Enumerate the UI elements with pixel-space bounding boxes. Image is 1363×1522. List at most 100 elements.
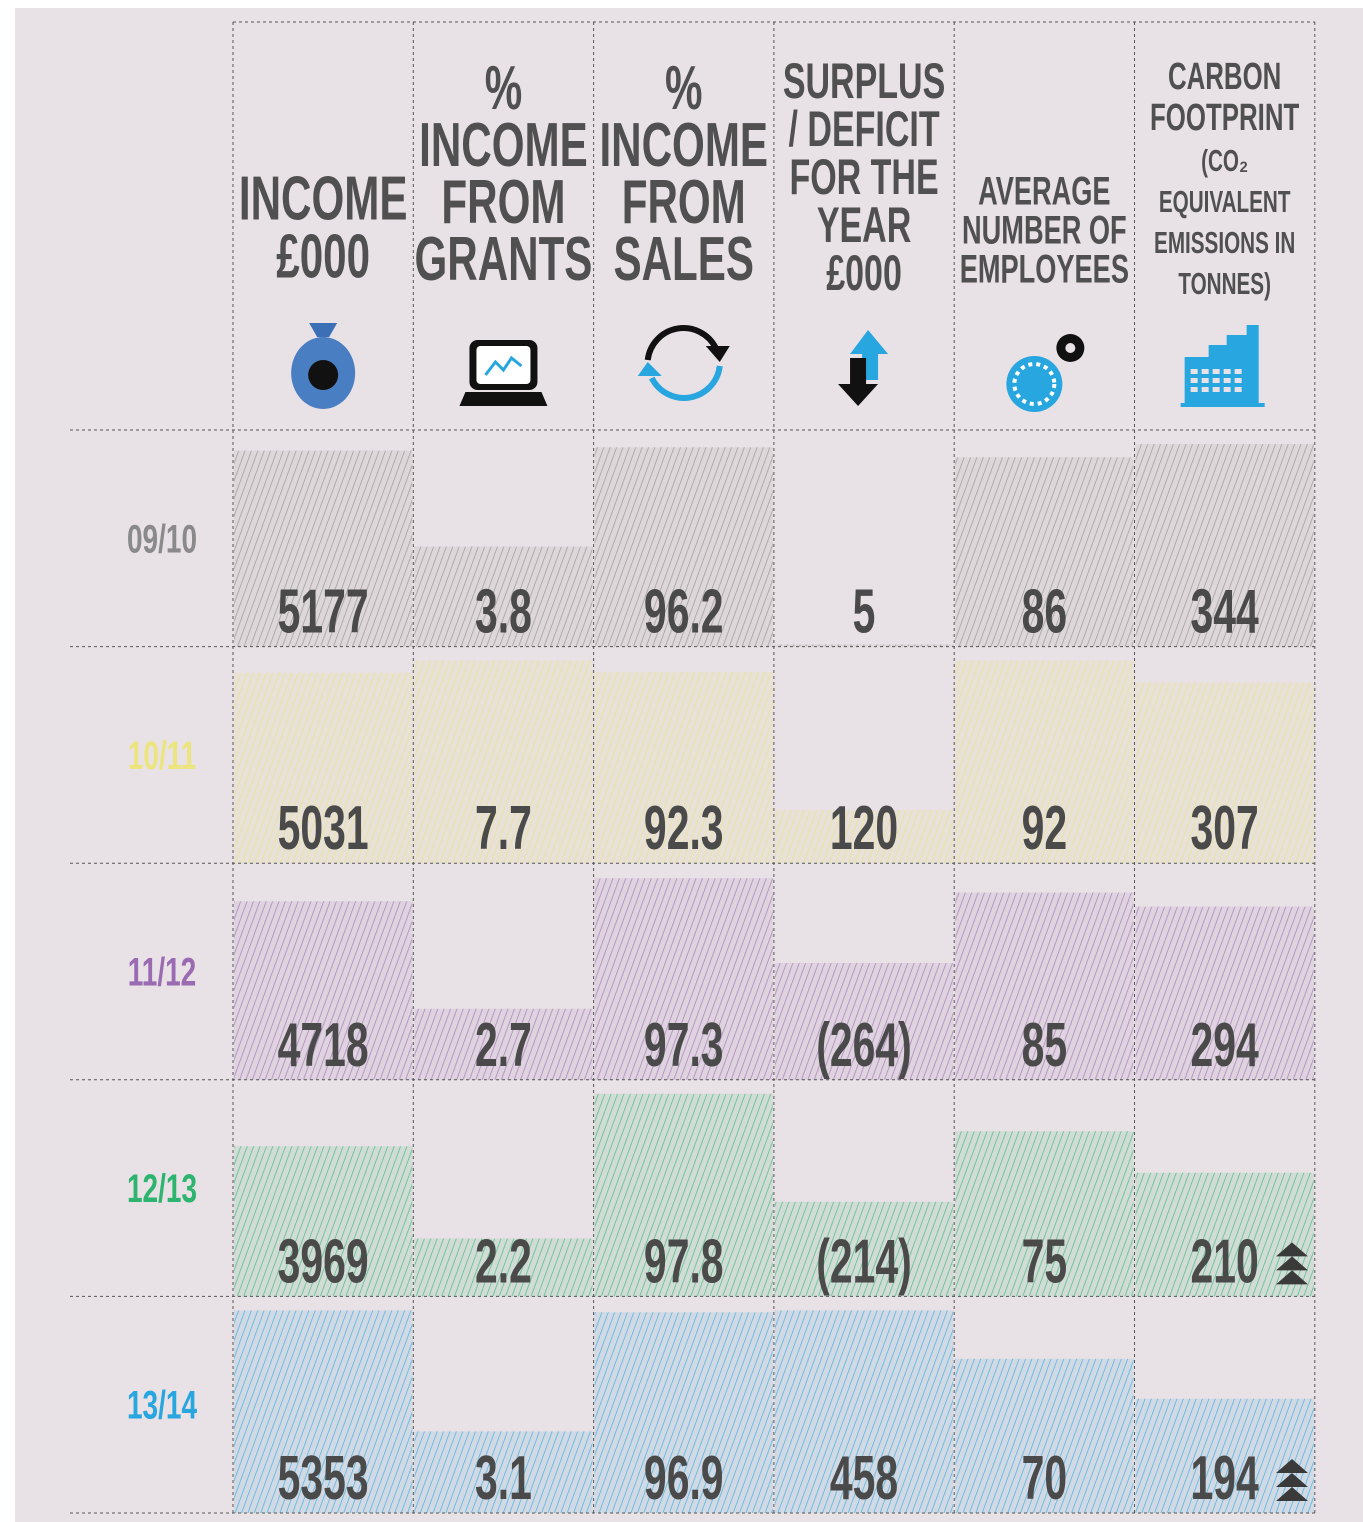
- column-header: FROM: [622, 168, 746, 237]
- icon-shape: [705, 346, 730, 362]
- row-label: 12/13: [127, 1167, 197, 1211]
- value-bar: [414, 1008, 593, 1080]
- cell-value: 7.7: [475, 794, 532, 864]
- cell-value: 5353: [278, 1444, 369, 1514]
- cell-value: 4718: [278, 1010, 369, 1080]
- value-bar: [955, 1131, 1134, 1297]
- icon-shape: [1276, 1256, 1308, 1271]
- column-header: AVERAGE: [978, 169, 1110, 213]
- value-bar: [594, 671, 773, 864]
- value-bar: [955, 892, 1134, 1080]
- cell-value: 86: [1022, 577, 1068, 647]
- icon-shape: [850, 330, 889, 380]
- icon-shape: [1276, 1473, 1308, 1487]
- cell-value: 344: [1191, 577, 1259, 647]
- cell-value: 294: [1191, 1010, 1259, 1080]
- column-header: FROM: [441, 168, 565, 237]
- icon-shape: [1234, 387, 1242, 392]
- value-bar: [414, 1238, 593, 1297]
- column-header: EMPLOYEES: [960, 247, 1129, 291]
- icon-shape: [1006, 356, 1063, 412]
- value-bar: [955, 457, 1134, 647]
- cell-value: 458: [830, 1444, 898, 1514]
- column-header: TONNES): [1178, 266, 1271, 301]
- icon-shape: [637, 362, 662, 376]
- value-bar: [774, 1201, 954, 1297]
- column-header: £000: [276, 222, 370, 291]
- icon-shape: [1201, 369, 1209, 374]
- cell-value: 92: [1022, 794, 1068, 864]
- icon-cycle: [637, 325, 730, 401]
- cell-value: 5177: [278, 577, 369, 647]
- icon-shape: [1190, 378, 1198, 383]
- value-bar: [234, 1310, 413, 1513]
- value-bar: [1135, 906, 1314, 1080]
- row-label: 11/12: [128, 951, 197, 995]
- cell-value: 5031: [278, 794, 369, 864]
- icon-shape: [1190, 387, 1198, 392]
- cell-value: (214): [816, 1227, 912, 1297]
- cell-value: 194: [1191, 1444, 1259, 1514]
- column-header: EQUIVALENT: [1159, 184, 1291, 219]
- value-bar: [234, 450, 413, 647]
- value-bar: [234, 672, 413, 864]
- column-header: £000: [826, 246, 902, 302]
- value-bar: [414, 1431, 593, 1513]
- value-bar: [414, 546, 593, 647]
- value-bar: [774, 810, 954, 864]
- cell-value: 3969: [278, 1227, 369, 1297]
- icon-shape: [644, 325, 719, 361]
- icon-shape: [1190, 369, 1198, 374]
- column-header: FOR THE: [789, 150, 938, 206]
- value-bar: [594, 447, 773, 647]
- column-header: / DEFICIT: [789, 102, 940, 158]
- cell-value: 120: [830, 794, 898, 864]
- cell-value: 210: [1191, 1227, 1259, 1297]
- column-header: GRANTS: [414, 225, 592, 294]
- value-bar: [594, 1312, 773, 1513]
- icon-shape: [476, 346, 531, 384]
- row-label: 10/11: [128, 734, 197, 778]
- cell-value: (264): [816, 1010, 912, 1080]
- cell-value: 97.3: [644, 1010, 724, 1080]
- icon-shape: [1212, 378, 1220, 383]
- column-header: YEAR: [817, 198, 911, 254]
- cell-value: 2.2: [475, 1227, 532, 1297]
- icon-shape: [309, 323, 338, 337]
- cell-value: 307: [1191, 794, 1259, 864]
- column-header: %: [485, 54, 522, 123]
- icon-shape: [1201, 387, 1209, 392]
- cell-value: 97.8: [644, 1227, 724, 1297]
- icon-shape: [838, 358, 879, 406]
- cell-value: 92.3: [644, 794, 724, 864]
- value-bar: [955, 660, 1134, 864]
- column-header: (CO₂: [1201, 143, 1248, 178]
- value-bar: [1135, 1172, 1314, 1297]
- column-header: FOOTPRINT: [1150, 96, 1299, 138]
- column-header: CARBON: [1168, 55, 1281, 97]
- value-bar: [774, 1310, 954, 1513]
- value-bar: [1135, 682, 1314, 864]
- icon-shape: [1276, 1487, 1308, 1501]
- icon-shape: [1180, 403, 1265, 407]
- icon-chevrons: [1276, 1242, 1308, 1285]
- value-bar: [955, 1358, 1134, 1513]
- cell-value: 96.2: [644, 577, 724, 647]
- column-header: INCOME: [419, 111, 588, 180]
- icon-monitor: [459, 340, 548, 406]
- icon-shape: [1212, 387, 1220, 392]
- cell-value: 85: [1022, 1010, 1068, 1080]
- icon-shape: [1234, 378, 1242, 383]
- cell-value: 3.8: [475, 577, 532, 647]
- icon-shape: [1276, 1242, 1308, 1257]
- icon-arrows: [838, 330, 889, 406]
- icon-shape: [1184, 325, 1259, 403]
- icon-shape: [649, 365, 723, 401]
- icon-shape: [1276, 1459, 1308, 1473]
- icon-shape: [1065, 343, 1076, 353]
- row-label: 13/14: [127, 1384, 198, 1428]
- cell-value: 3.1: [475, 1444, 532, 1514]
- icon-shape: [1212, 369, 1220, 374]
- cell-value: 96.9: [644, 1444, 724, 1514]
